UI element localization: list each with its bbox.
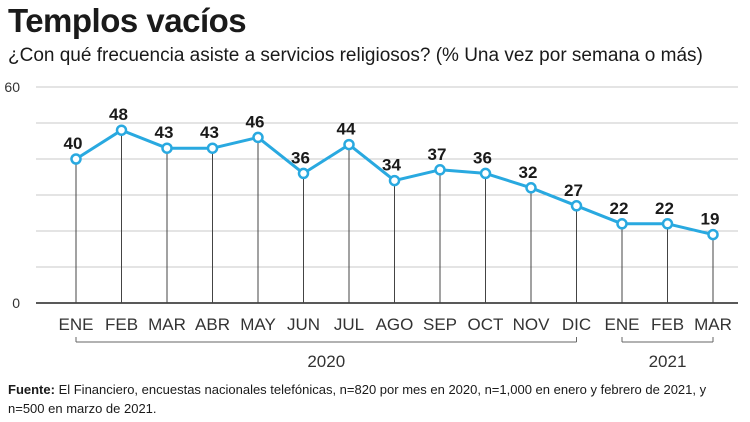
chart-title: Templos vacíos — [8, 2, 247, 39]
data-label: 37 — [428, 145, 447, 164]
data-label: 34 — [382, 156, 401, 175]
data-label: 43 — [200, 123, 219, 142]
data-label: 40 — [64, 134, 83, 153]
data-point — [661, 218, 674, 230]
x-tick-label: ENE — [605, 315, 640, 334]
data-label: 22 — [655, 199, 674, 218]
data-point — [115, 124, 128, 136]
x-tick-label: JUL — [334, 315, 364, 334]
data-label: 32 — [519, 163, 538, 182]
data-label: 27 — [564, 181, 583, 200]
data-point — [206, 142, 219, 154]
data-label: 19 — [701, 210, 720, 229]
source-note: Fuente: El Financiero, encuestas naciona… — [8, 380, 744, 418]
x-tick-label: SEP — [423, 315, 457, 334]
data-label: 36 — [473, 148, 492, 167]
x-tick-label: MAY — [240, 315, 276, 334]
chart-subtitle: ¿Con qué frecuencia asiste a servicios r… — [8, 45, 703, 66]
data-point — [570, 200, 583, 212]
x-tick-label: DIC — [562, 315, 591, 334]
data-point — [479, 167, 492, 180]
group-label: 2020 — [307, 352, 345, 371]
data-label: 46 — [246, 112, 265, 131]
x-tick-label: ENE — [59, 315, 94, 334]
x-tick-label: AGO — [376, 315, 414, 334]
x-tick-label: FEB — [651, 315, 684, 334]
x-tick-label: NOV — [513, 315, 551, 334]
data-point — [388, 174, 401, 187]
data-point — [161, 142, 173, 154]
x-tick-label: MAR — [694, 315, 732, 334]
data-label: 48 — [109, 105, 128, 124]
data-point — [297, 167, 310, 180]
data-point — [525, 182, 537, 194]
line-chart: 0 60 40 48 43 43 46 36 44 34 37 36 32 27 22 22 19 ENE FEB M… — [4, 79, 738, 371]
source-label: Fuente: — [8, 382, 55, 397]
data-point — [252, 131, 264, 144]
data-point — [434, 164, 446, 176]
x-tick-label: ABR — [195, 315, 230, 334]
data-point — [70, 153, 82, 165]
x-tick-label: OCT — [468, 315, 504, 334]
data-label: 22 — [610, 199, 629, 218]
data-label: 44 — [337, 120, 356, 139]
x-tick-label: JUN — [287, 315, 320, 334]
data-label: 43 — [155, 123, 174, 142]
data-label: 36 — [291, 148, 310, 167]
group-label: 2021 — [649, 352, 687, 371]
source-text: El Financiero, encuestas nacionales tele… — [8, 382, 707, 416]
data-point — [616, 218, 628, 230]
y-tick-label: 0 — [12, 295, 20, 311]
x-tick-label: MAR — [148, 315, 186, 334]
data-point — [343, 138, 355, 151]
data-point — [707, 228, 719, 241]
y-tick-label: 60 — [4, 79, 20, 95]
x-tick-label: FEB — [105, 315, 138, 334]
